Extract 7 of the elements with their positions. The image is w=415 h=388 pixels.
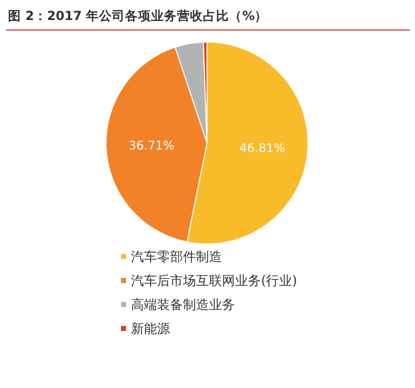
legend-label: 汽车后市场互联网业务(行业) bbox=[131, 274, 298, 289]
legend-label: 高端装备制造业务 bbox=[131, 297, 235, 313]
legend-label: 新能源 bbox=[131, 322, 170, 337]
chart-title: 图 2：2017 年公司各项业务营收占比（%） bbox=[8, 8, 268, 23]
data-label: 36.71% bbox=[128, 138, 174, 153]
data-label: 46.81% bbox=[239, 140, 286, 155]
legend-label: 汽车零部件制造 bbox=[131, 250, 222, 265]
